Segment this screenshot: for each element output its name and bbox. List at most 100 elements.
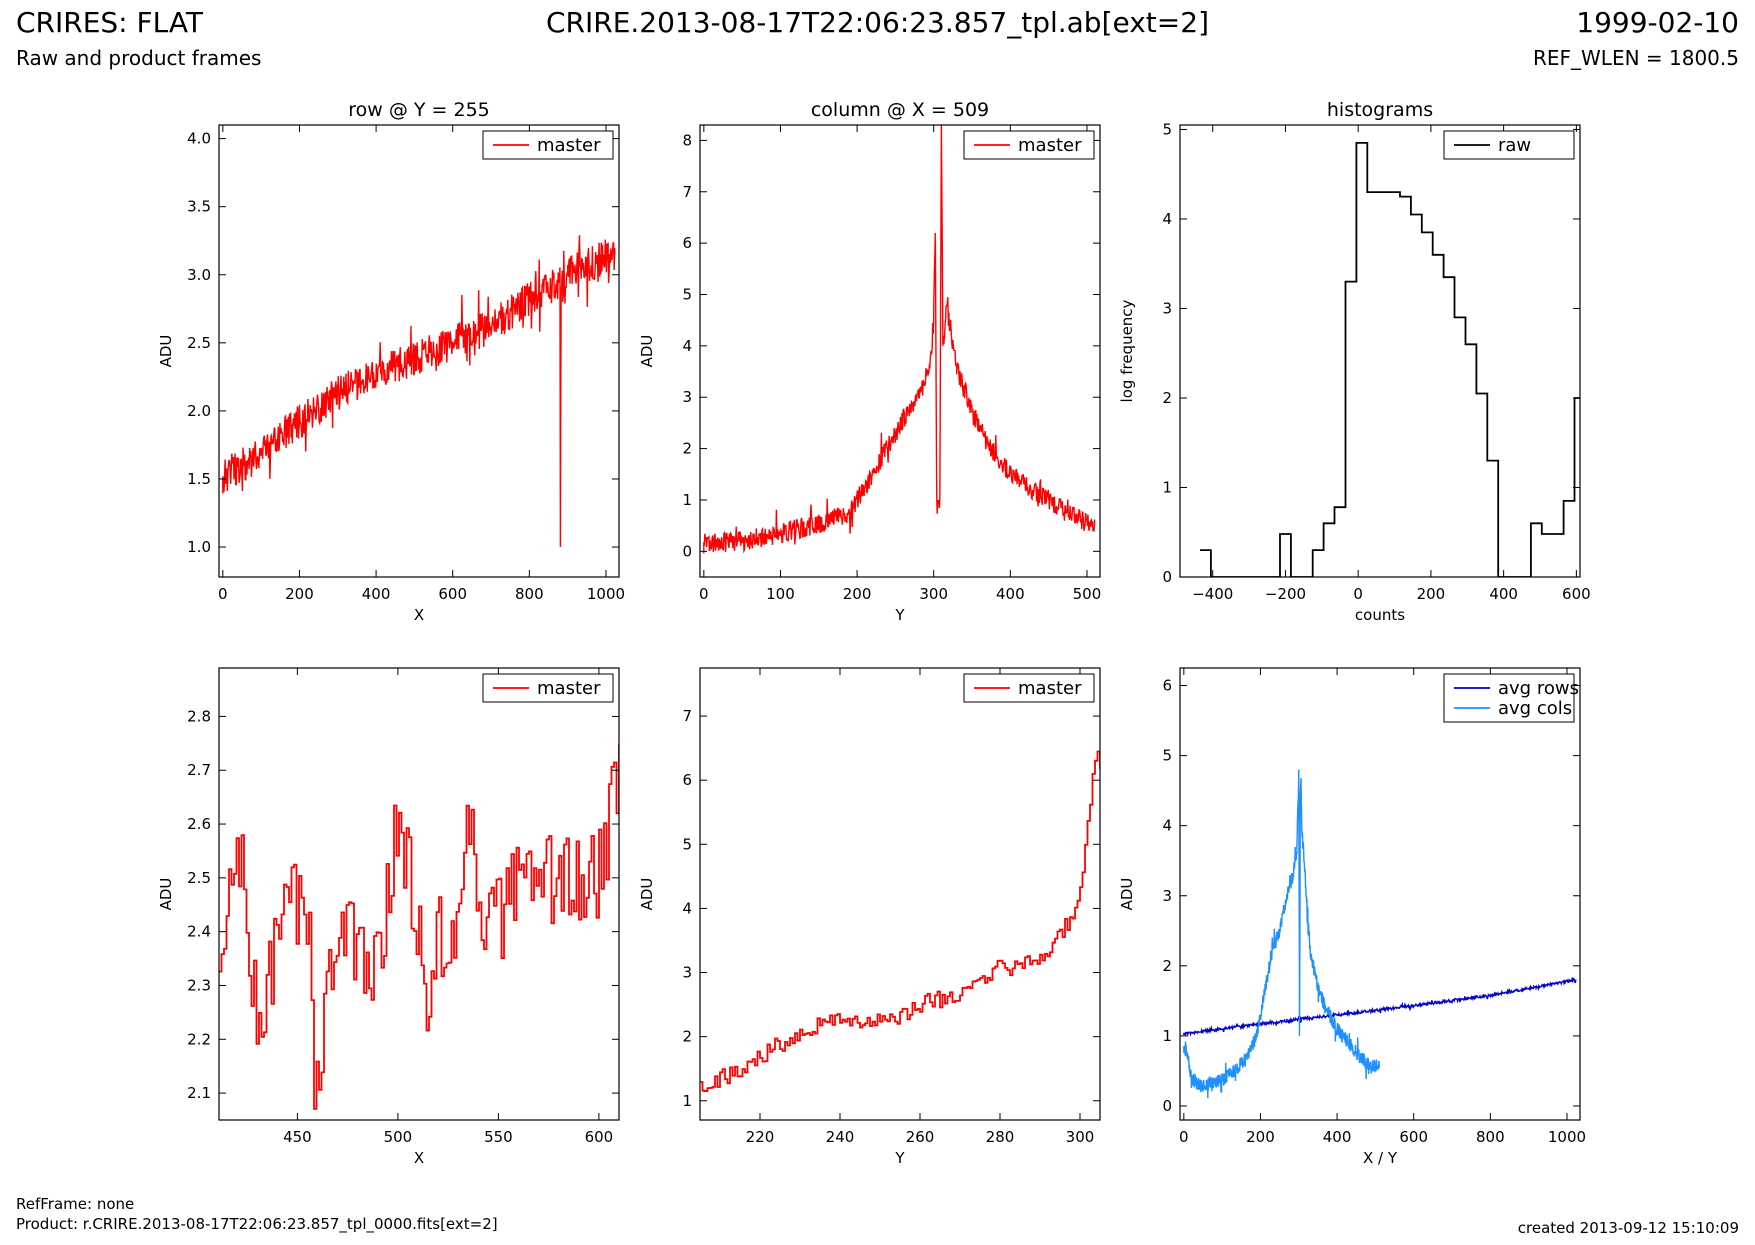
legend: master <box>963 130 1095 160</box>
footer-refframe: RefFrame: none <box>16 1195 135 1213</box>
x-tick-label: 800 <box>1476 1128 1505 1146</box>
y-tick-label: 3 <box>682 388 692 406</box>
x-tick-label: 600 <box>438 585 467 603</box>
series-line-master <box>700 750 1100 1092</box>
chart-title: column @ X = 509 <box>811 99 989 121</box>
x-tick-label: 500 <box>1073 585 1102 603</box>
x-tick-label: 800 <box>515 585 544 603</box>
y-axis-label: ADU <box>638 335 656 368</box>
x-axis-label: Y <box>894 1149 905 1167</box>
y-tick-label: 2.2 <box>187 1030 211 1048</box>
y-tick-label: 6 <box>682 234 692 252</box>
x-tick-label: 0 <box>699 585 709 603</box>
y-axis-label: ADU <box>157 878 175 911</box>
y-tick-label: 2 <box>682 1028 692 1046</box>
legend-label: master <box>1018 135 1082 156</box>
observation-date: 1999-02-10 <box>1576 6 1739 39</box>
x-axis-label: counts <box>1355 606 1405 624</box>
x-tick-label: 0 <box>1353 585 1363 603</box>
x-tick-label: 1000 <box>1548 1128 1586 1146</box>
legend-label: avg rows <box>1498 678 1579 699</box>
y-tick-label: 4 <box>682 337 692 355</box>
y-tick-label: 4 <box>682 899 692 917</box>
x-tick-label: 400 <box>1489 585 1518 603</box>
ref-wavelength: REF_WLEN = 1800.5 <box>1532 46 1739 70</box>
series-line-avg-cols <box>1183 769 1380 1099</box>
x-tick-label: 500 <box>384 1128 413 1146</box>
y-axis-label: ADU <box>157 335 175 368</box>
x-tick-label: 450 <box>283 1128 312 1146</box>
legend: master <box>963 673 1095 703</box>
y-tick-label: 0 <box>682 542 692 560</box>
y-tick-label: 1 <box>1162 478 1172 496</box>
y-tick-label: 2.0 <box>187 402 211 420</box>
y-tick-label: 6 <box>1162 677 1172 695</box>
series-line-master <box>703 125 1096 554</box>
x-tick-label: 0 <box>1179 1128 1189 1146</box>
x-tick-label: 300 <box>1066 1128 1095 1146</box>
page-subtitle: Raw and product frames <box>16 46 262 70</box>
x-tick-label: 100 <box>766 585 795 603</box>
x-axis-label: X <box>414 606 424 624</box>
y-tick-label: 6 <box>682 771 692 789</box>
x-tick-label: 280 <box>986 1128 1015 1146</box>
x-tick-label: 220 <box>746 1128 775 1146</box>
legend: master <box>482 130 614 160</box>
y-tick-label: 4 <box>1162 210 1172 228</box>
chart-panel-averages: 0 200 400 600 800 1000 0 1 2 3 4 5 6 X / Y ADU avg rows… <box>1118 667 1586 1167</box>
y-tick-label: 1 <box>682 1092 692 1110</box>
y-tick-label: 2.8 <box>187 707 211 725</box>
y-tick-label: 2.5 <box>187 869 211 887</box>
y-tick-label: 2.3 <box>187 976 211 994</box>
footer-created: created 2013-09-12 15:10:09 <box>1517 1219 1739 1237</box>
x-tick-label: 400 <box>1323 1128 1352 1146</box>
legend-label: master <box>1018 678 1082 699</box>
y-tick-label: 1.5 <box>187 470 211 488</box>
plot-frame <box>1179 124 1581 578</box>
y-axis-label: ADU <box>1118 878 1136 911</box>
y-tick-label: 2 <box>1162 389 1172 407</box>
chart-panel-column: 0 100 200 300 400 500 0 1 2 3 4 5 6 7 8 column @ X = 50… <box>638 99 1101 624</box>
x-axis-label: Y <box>894 606 905 624</box>
x-tick-label: −200 <box>1265 585 1306 603</box>
series-line-avg-rows <box>1183 977 1577 1038</box>
x-tick-label: 240 <box>826 1128 855 1146</box>
y-tick-label: 3 <box>1162 887 1172 905</box>
series-line-master <box>222 235 616 548</box>
chart-title: row @ Y = 255 <box>348 99 490 121</box>
x-tick-label: 600 <box>1562 585 1591 603</box>
chart-panel-column-zoom: 220 240 260 280 300 1 2 3 4 5 6 7 Y ADU master <box>638 667 1101 1167</box>
y-tick-label: 8 <box>682 131 692 149</box>
chart-title: histograms <box>1327 99 1433 121</box>
x-tick-label: 200 <box>1246 1128 1275 1146</box>
y-tick-label: 3 <box>1162 299 1172 317</box>
legend-box <box>482 130 614 160</box>
x-tick-label: 300 <box>919 585 948 603</box>
y-tick-label: 2.1 <box>187 1084 211 1102</box>
y-tick-label: 2 <box>682 440 692 458</box>
y-tick-label: 1.0 <box>187 538 211 556</box>
y-tick-label: 2.6 <box>187 815 211 833</box>
y-tick-label: 5 <box>1162 120 1172 138</box>
frame-filename: CRIRE.2013-08-17T22:06:23.857_tpl.ab[ext… <box>545 6 1209 39</box>
x-tick-label: 400 <box>996 585 1025 603</box>
y-tick-label: 0 <box>1162 1097 1172 1115</box>
x-tick-label: 400 <box>362 585 391 603</box>
y-axis-label: log frequency <box>1118 299 1136 402</box>
y-tick-label: 7 <box>682 707 692 725</box>
x-tick-label: 200 <box>1417 585 1446 603</box>
y-tick-label: 2 <box>1162 957 1172 975</box>
x-tick-label: 200 <box>285 585 314 603</box>
legend-label: avg cols <box>1498 698 1572 719</box>
x-tick-label: 260 <box>906 1128 935 1146</box>
y-axis-label: ADU <box>638 878 656 911</box>
x-axis-label: X / Y <box>1363 1149 1398 1167</box>
x-axis-label: X <box>414 1149 424 1167</box>
chart-panel-row: 0 200 400 600 800 1000 1.0 1.5 2.0 2.5 3.0 3.5 4.0 ro… <box>157 99 625 624</box>
legend-box <box>963 673 1095 703</box>
footer-product: Product: r.CRIRE.2013-08-17T22:06:23.857… <box>16 1215 498 1233</box>
y-tick-label: 1 <box>1162 1027 1172 1045</box>
y-tick-label: 2.5 <box>187 334 211 352</box>
